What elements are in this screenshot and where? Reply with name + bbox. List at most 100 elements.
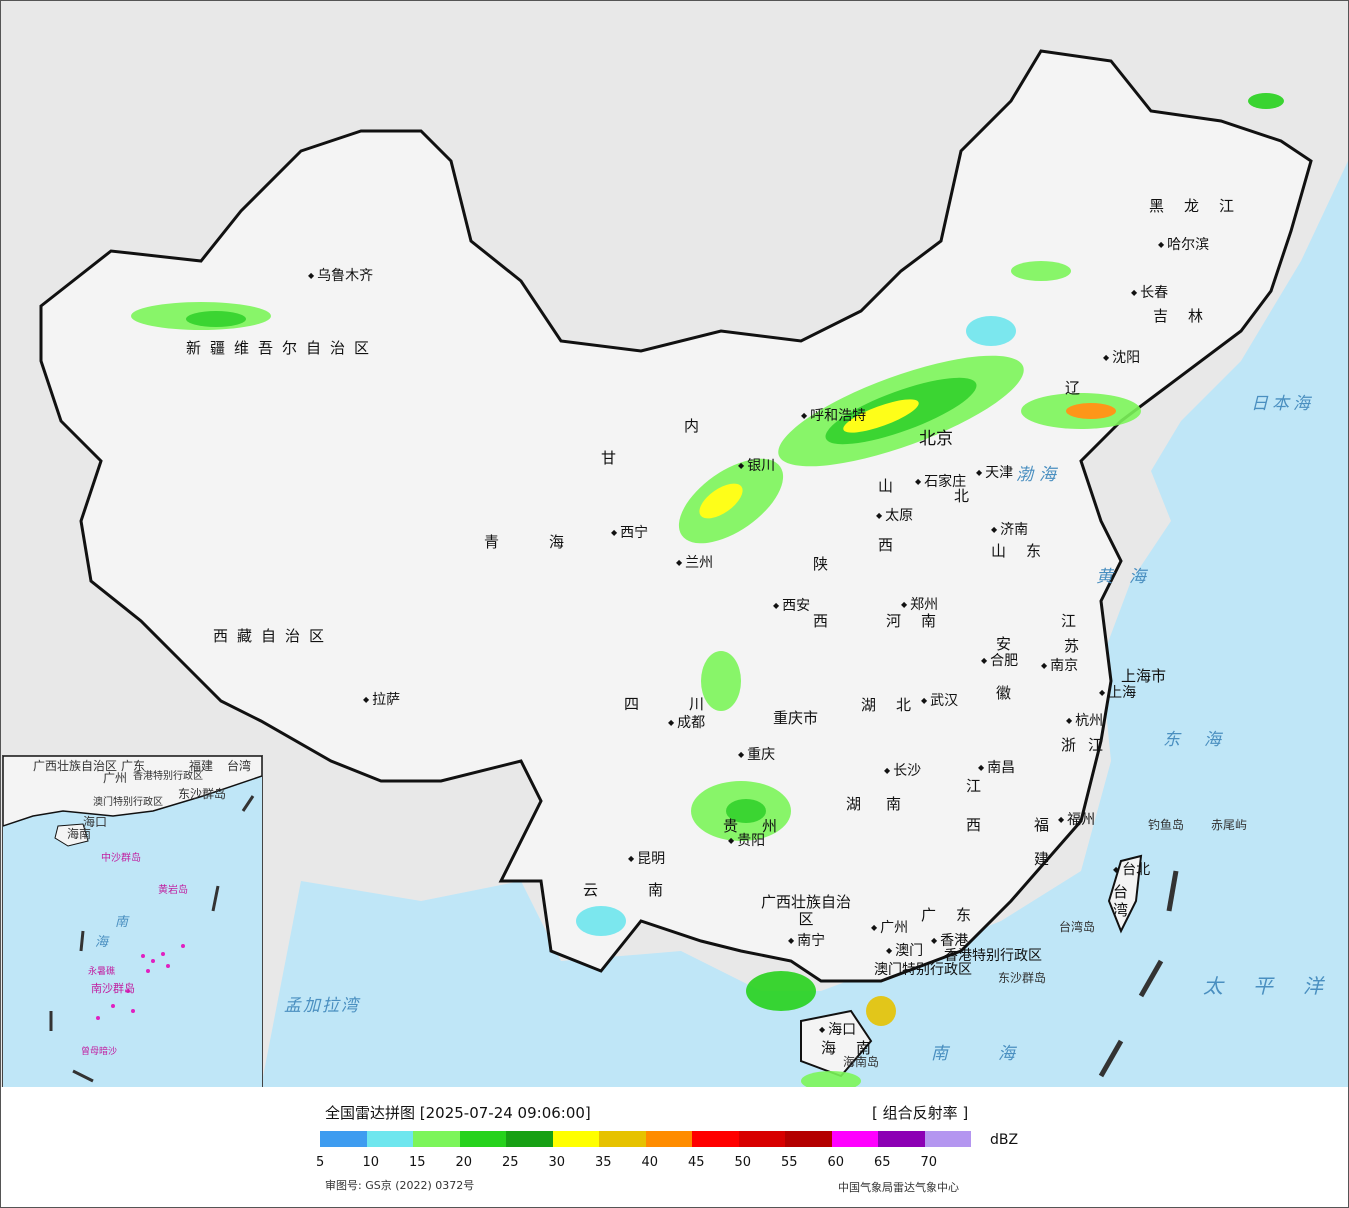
inset-label: 广东 (121, 759, 146, 773)
island-label: 台湾岛 (1059, 920, 1096, 934)
city-label: 银川 (738, 459, 775, 473)
city-label: 济南 (991, 523, 1028, 537)
scale-tick: 20 (455, 1155, 473, 1170)
city-label: 香港 (931, 934, 968, 948)
city-label: 长春 (1131, 286, 1168, 300)
legend-title: 全国雷达拼图 [2025-07-24 09:06:00] (325, 1104, 591, 1122)
color-swatch (924, 1131, 971, 1147)
inset-label: 海南 (67, 827, 92, 841)
color-swatch (785, 1131, 832, 1147)
city-label: 台北 (1113, 863, 1150, 877)
color-swatch (320, 1131, 367, 1147)
province-label: 山 (878, 477, 894, 495)
sea-label: 孟加拉湾 (284, 996, 360, 1016)
province-label: 台湾 (1113, 883, 1129, 919)
capital-label: 北京 (919, 429, 953, 449)
city-label: 贵阳 (728, 834, 765, 848)
radar-echoes (131, 93, 1284, 1087)
province-label: 重庆市 (773, 709, 819, 727)
inset-label: 广州 (103, 771, 128, 785)
color-swatch (506, 1131, 553, 1147)
inset-sea: 南 (115, 915, 141, 930)
inset-sea: 海 (95, 935, 121, 950)
city-label: 哈尔滨 (1158, 238, 1209, 252)
inset-label: 澳门特别行政区 (93, 797, 163, 808)
product-label: [ 组合反射率 ] (872, 1104, 969, 1122)
inset-label: 中沙群岛 (101, 853, 141, 864)
inset-canvas (3, 756, 262, 1083)
province-label: 西 (813, 612, 829, 630)
city-label: 上海 (1099, 686, 1136, 700)
scale-tick: 65 (874, 1155, 891, 1170)
province-label: 西 (878, 536, 894, 554)
unit-label: dBZ (990, 1132, 1019, 1148)
color-swatch (599, 1131, 646, 1147)
province-label: 苏 (1064, 637, 1080, 655)
color-swatch (692, 1131, 739, 1147)
city-label: 昆明 (628, 852, 665, 866)
province-label: 甘 (601, 449, 617, 467)
scale-tick: 50 (734, 1155, 752, 1170)
province-label: 徽 (996, 684, 1012, 702)
province-label: 广西壮族自治区 (761, 893, 852, 928)
color-swatch (413, 1131, 460, 1147)
island-label: 钓鱼岛 (1148, 818, 1185, 832)
scale-tick: 15 (409, 1155, 426, 1170)
scale-tick: 45 (688, 1155, 705, 1170)
scale-tick: 30 (548, 1155, 566, 1170)
color-swatch (878, 1131, 925, 1147)
inset-label: 黄岩岛 (158, 885, 188, 896)
city-label: 南京 (1041, 659, 1078, 673)
macau-label: 澳门特别行政区 (874, 962, 972, 978)
hk-label: 香港特别行政区 (944, 948, 1042, 964)
province-label: 建 (1034, 850, 1050, 868)
inset-boundary (49, 795, 255, 1083)
scale-tick: 35 (595, 1155, 612, 1170)
province-label: 广东 (921, 906, 992, 924)
inset-label: 福建 (189, 759, 214, 773)
inset-label: 广西壮族自治区 (33, 759, 118, 773)
province-label: 青海 (484, 533, 615, 551)
city-label: 福州 (1058, 813, 1095, 827)
province-label: 安 (996, 635, 1012, 653)
sea-label: 东海 (1163, 730, 1245, 750)
province-label: 山东 (991, 542, 1062, 560)
province-label: 福 (1034, 816, 1050, 834)
city-label: 西安 (773, 599, 810, 613)
color-swatch (738, 1131, 785, 1147)
city-label: 广州 (871, 921, 908, 935)
city-label: 天津 (976, 466, 1013, 480)
inset-label: 海口 (83, 815, 108, 829)
province-label: 陕 (813, 555, 829, 573)
province-label: 南 (886, 795, 902, 813)
city-label: 合肥 (981, 654, 1018, 668)
province-label: 四川 (624, 695, 755, 713)
inset-hainan (54, 823, 89, 847)
radar-map: 新疆维吾尔自治区 西藏自治区 青海 甘 内 黑龙江 吉林 辽 北 山 西 陕 西… (1, 1, 1348, 1087)
city-label: 武汉 (921, 694, 958, 708)
city-label: 西宁 (611, 526, 648, 540)
city-label: 拉萨 (363, 693, 400, 707)
color-swatch (831, 1131, 878, 1147)
south-china-sea-inset: 广西壮族自治区 广东 福建 台湾 广州 香港特别行政区 澳门特别行政区 东沙群岛… (2, 755, 263, 1087)
province-label: 黑龙江 (1149, 197, 1255, 215)
province-label: 贵州 (723, 817, 802, 835)
province-label: 内 (684, 417, 700, 435)
source-label: 中国气象局雷达气象中心 (838, 1181, 959, 1194)
inset-label: 东沙群岛 (178, 787, 227, 801)
city-label: 长沙 (884, 764, 921, 778)
province-label: 北 (954, 487, 970, 505)
city-label: 海口 (819, 1023, 856, 1037)
scale-tick: 55 (781, 1155, 798, 1170)
color-swatch (366, 1131, 413, 1147)
city-label: 乌鲁木齐 (308, 269, 373, 283)
sea-label: 太平洋 (1203, 974, 1348, 998)
inset-label: 香港特别行政区 (133, 771, 203, 782)
sea-label: 日本海 (1251, 394, 1314, 414)
city-label: 南宁 (788, 934, 825, 948)
city-label: 重庆 (738, 748, 775, 762)
inset-label: 南沙群岛 (91, 982, 135, 995)
island-label: 东沙群岛 (998, 971, 1047, 985)
city-label: 成都 (668, 716, 705, 730)
inset-label: 永暑礁 (88, 967, 116, 977)
